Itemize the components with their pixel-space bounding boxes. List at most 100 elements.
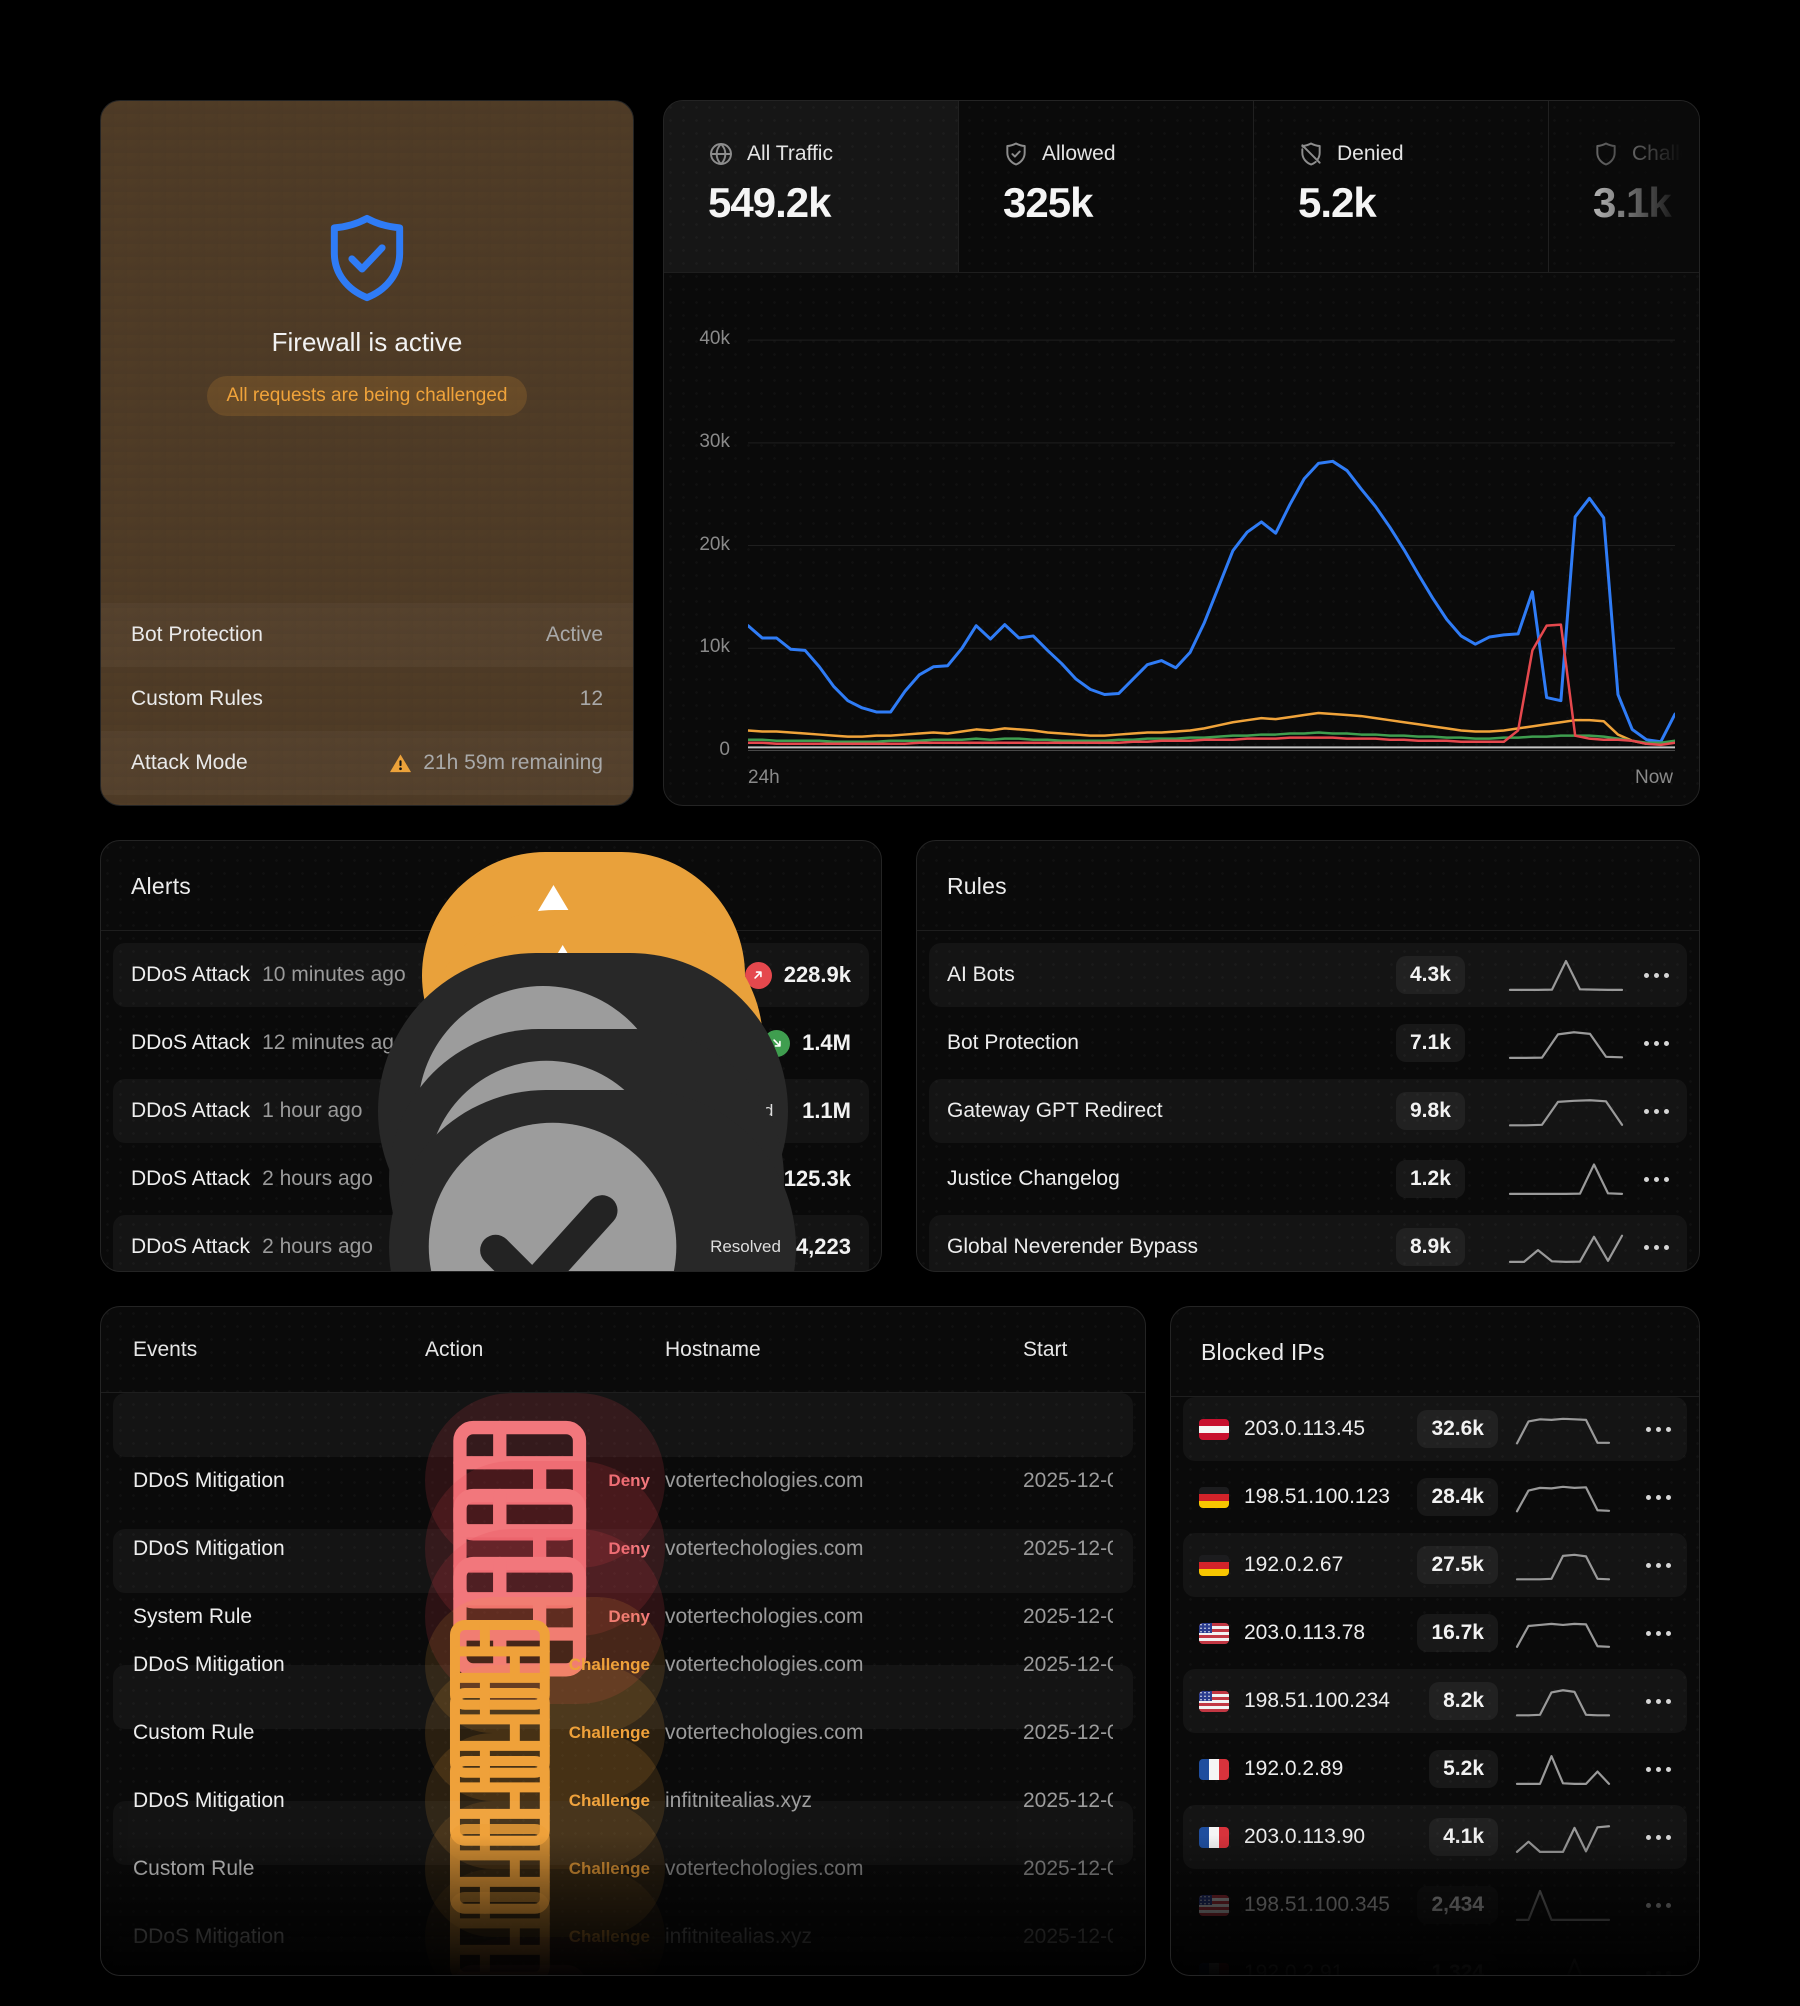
blocked-ips-list: 203.0.113.45 32.6k 198.51.100.123 28.4k 192.… — [1171, 1397, 1699, 1975]
rule-hit-count: 9.8k — [1396, 1092, 1465, 1130]
usa-flag-icon — [1199, 1894, 1229, 1916]
stat-tile-challenged[interactable]: Challenged 3.1k — [1549, 101, 1699, 272]
event-start-date: 2025-12-0 — [1023, 1652, 1113, 1676]
events-column-header-hostname: Hostname — [665, 1337, 761, 1361]
sparkline — [1515, 1485, 1611, 1513]
event-name: DDoS Mitigation — [133, 1924, 285, 1948]
row-menu-button[interactable] — [1644, 972, 1669, 978]
row-menu-button[interactable] — [1646, 1970, 1671, 1975]
sparkline — [1508, 1234, 1624, 1263]
chart-series-blue-all-traffic — [748, 459, 1675, 744]
firewall-status-summary: Firewall is active All requests are bein… — [101, 209, 633, 416]
action-label: Deny — [608, 1606, 650, 1626]
events-table-body: DDoS Mitigation Deny votertechologies.com 2… — [101, 1393, 1145, 1975]
rules-card: Rules AI Bots 4.3k Bot Protection 7.1k Gatew… — [916, 840, 1700, 1272]
status-row-label: Attack Mode — [131, 751, 248, 774]
action-label: Deny — [608, 1538, 650, 1558]
traffic-chart-plot[interactable] — [748, 299, 1675, 751]
warning-triangle — [389, 752, 412, 775]
sparkline — [1515, 1622, 1611, 1648]
event-name: System Rule — [133, 1604, 253, 1628]
alert-row[interactable]: DDoS Attack 2 hours ago Resolved 4,223 — [113, 1090, 869, 1271]
blocked-ip-row[interactable]: 192.0.2.89 5.2k — [1183, 1737, 1687, 1801]
blocked-ip-row[interactable]: 198.51.100.234 8.2k — [1183, 1669, 1687, 1733]
row-menu-button[interactable] — [1644, 1040, 1669, 1046]
row-menu-button[interactable] — [1646, 1562, 1671, 1568]
rule-value-box: 9.8k — [1396, 1092, 1506, 1130]
rule-row[interactable]: Bot Protection 7.1k — [929, 1011, 1687, 1075]
sparkline — [1515, 1755, 1611, 1785]
rule-row[interactable]: Global Neverender Bypass 8.9k — [929, 1215, 1687, 1271]
alert-type: DDoS Attack — [131, 1167, 251, 1190]
sparkline — [1508, 959, 1624, 991]
rule-row[interactable]: AI Bots 4.3k — [929, 943, 1687, 1007]
firewall-status-card: Firewall is active All requests are bein… — [100, 100, 634, 806]
status-row-value: 21h 59m remaining — [389, 751, 603, 775]
row-menu-button[interactable] — [1644, 1108, 1669, 1114]
action-label: Deny — [608, 1470, 650, 1490]
blocked-ip-count: 16.7k — [1417, 1614, 1498, 1652]
event-row[interactable]: System Rule Deny votertechologies.com 2025-… — [113, 1529, 1133, 1705]
blocked-ip-row[interactable]: 203.0.113.78 16.7k — [1183, 1601, 1687, 1665]
row-menu-button[interactable] — [1646, 1902, 1671, 1908]
blocked-ips-card: Blocked IPs 203.0.113.45 32.6k 198.51.100.… — [1170, 1306, 1700, 1976]
alert-metrics: 1.1M — [802, 1098, 851, 1124]
blocked-ip-count: 1,324 — [1417, 1954, 1498, 1975]
row-menu-button[interactable] — [1646, 1494, 1671, 1500]
event-name: DDoS Mitigation — [133, 1536, 285, 1560]
status-row-value-text: 21h 59m remaining — [423, 751, 603, 774]
y-axis-tick-label: 0 — [719, 739, 730, 760]
blocked-ip-address: 198.51.100.123 — [1244, 1485, 1390, 1508]
rules-header: Rules — [917, 841, 1699, 931]
row-menu-button[interactable] — [1646, 1698, 1671, 1704]
row-menu-button[interactable] — [1646, 1766, 1671, 1772]
blocked-ip-count: 28.4k — [1417, 1478, 1498, 1516]
event-row[interactable]: DDoS Mitigation Challenge infitnitealias.x… — [113, 1733, 1133, 1869]
blocked-ip-address: 192.0.2.89 — [1244, 1757, 1344, 1780]
firewall-status-rows: Bot Protection Active Custom Rules 12 Attack… — [101, 603, 633, 795]
events-card: Events Action Hostname Start DDoS Mitigatio… — [100, 1306, 1146, 1976]
alert-type: DDoS Attack — [131, 1099, 251, 1122]
rule-name: Global Neverender Bypass — [947, 1235, 1198, 1258]
blocked-ip-row[interactable]: 203.0.113.90 4.1k — [1183, 1805, 1687, 1869]
x-axis-start-label: 24h — [748, 767, 780, 788]
alert-type: DDoS Attack — [131, 1031, 251, 1054]
rule-name: Bot Protection — [947, 1031, 1079, 1054]
event-name: DDoS Mitigation — [133, 1788, 285, 1812]
alert-status-text: Resolved — [710, 1237, 781, 1256]
austria-flag-icon — [1199, 1418, 1229, 1440]
rule-row[interactable]: Gateway GPT Redirect 9.8k — [929, 1079, 1687, 1143]
blocked-ip-row[interactable]: 192.0.2.91 1,324 — [1183, 1941, 1687, 1975]
rule-row[interactable]: Justice Changelog 1.2k — [929, 1147, 1687, 1211]
stat-tile-allowed[interactable]: Allowed 325k — [959, 101, 1254, 272]
rules-list: AI Bots 4.3k Bot Protection 7.1k Gateway GPT… — [917, 931, 1699, 1271]
france-flag-icon — [1199, 1758, 1229, 1780]
row-menu-button[interactable] — [1644, 1244, 1669, 1250]
blocked-ip-row[interactable]: 192.0.2.67 27.5k — [1183, 1533, 1687, 1597]
row-menu-button[interactable] — [1644, 1176, 1669, 1182]
event-row[interactable]: DDoS Mitigation Deny votertechologies.com 2… — [113, 1393, 1133, 1569]
event-hostname: infitnitealias.xyz — [665, 1788, 813, 1812]
stat-label: Allowed — [1042, 142, 1116, 165]
event-row[interactable]: DDoS Mitigation Challenge infitnitealias.x… — [113, 1869, 1133, 1975]
traffic-chart[interactable]: 40k 30k 20k 10k 0 24h Now — [664, 273, 1699, 805]
event-row[interactable]: Custom Rule Challenge votertechologies.com… — [113, 1801, 1133, 1937]
traffic-stats-header: All Traffic 549.2k Allowed 325k Denied 5.2k Ch… — [664, 101, 1699, 273]
usa-flag-icon — [1199, 1690, 1229, 1712]
blocked-ip-row[interactable]: 198.51.100.345 2,434 — [1183, 1873, 1687, 1937]
firewall-icon — [440, 1877, 560, 1975]
event-name: DDoS Mitigation — [133, 1468, 285, 1492]
row-menu-button[interactable] — [1646, 1834, 1671, 1840]
action-label: Challenge — [568, 1926, 650, 1946]
blocked-ip-row[interactable]: 203.0.113.45 32.6k — [1183, 1397, 1687, 1461]
chart-series-orange — [748, 711, 1675, 746]
blocked-ip-row[interactable]: 198.51.100.123 28.4k — [1183, 1465, 1687, 1529]
row-menu-button[interactable] — [1646, 1426, 1671, 1432]
event-row[interactable]: Custom RuleDenyvotertechologies.com2025-… — [113, 1937, 1133, 1975]
trend-up-icon — [744, 961, 772, 989]
globe-icon — [708, 141, 734, 167]
stat-tile-denied[interactable]: Denied 5.2k — [1254, 101, 1549, 272]
rule-value-box: 8.9k — [1396, 1228, 1506, 1266]
stat-tile-all-traffic[interactable]: All Traffic 549.2k — [664, 101, 959, 272]
row-menu-button[interactable] — [1646, 1630, 1671, 1636]
